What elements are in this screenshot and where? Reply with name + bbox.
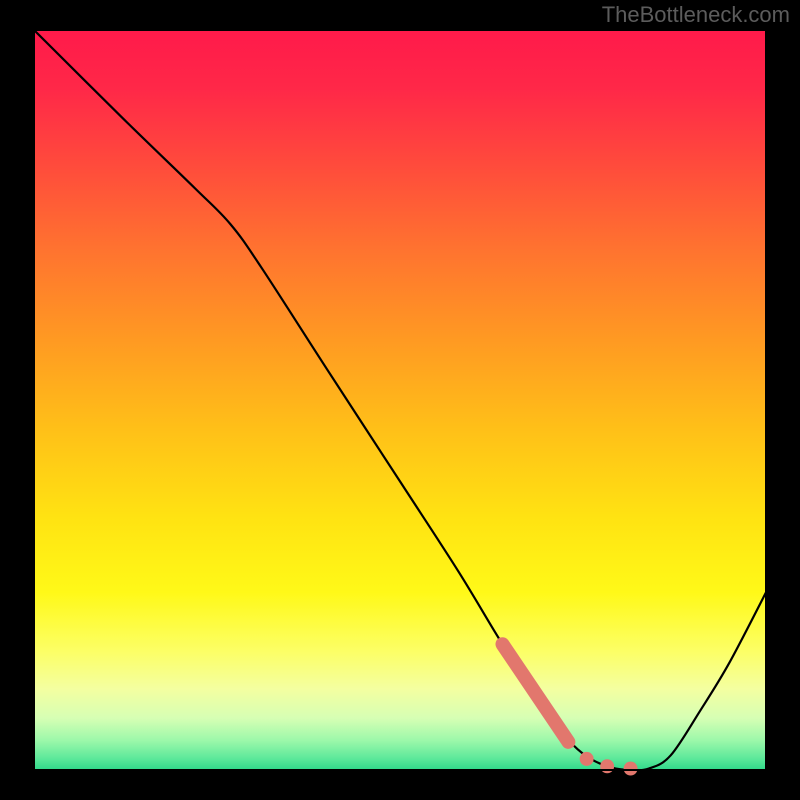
chart-container: TheBottleneck.com (0, 0, 800, 800)
plot-background (34, 30, 766, 770)
bottleneck-chart (0, 0, 800, 800)
bottleneck-dot (580, 752, 594, 766)
watermark-label: TheBottleneck.com (602, 2, 790, 28)
bottleneck-dot (624, 762, 638, 776)
bottleneck-dot (600, 759, 614, 773)
